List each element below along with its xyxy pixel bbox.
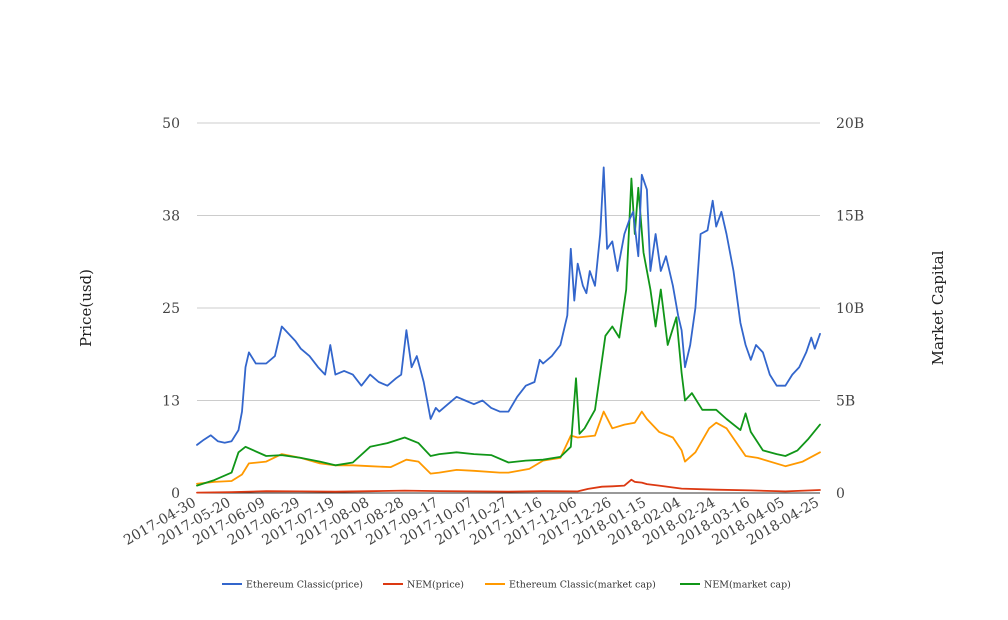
legend-label: NEM(price) [407,580,464,591]
legend-item: Ethereum Classic(price) [222,580,363,591]
right-tick-label: 0 [836,486,845,502]
left-tick-label: 50 [162,116,180,132]
legend-label: Ethereum Classic(price) [246,580,363,591]
legend-item: NEM(market cap) [680,580,791,591]
gridlines [197,122,820,494]
legend-item: NEM(price) [383,580,464,591]
series-line-2 [196,410,821,485]
legend-label: NEM(market cap) [704,580,791,591]
left-tick-label: 13 [162,394,180,410]
legend-label: Ethereum Classic(market cap) [509,580,656,591]
left-tick-label: 38 [162,209,180,225]
series-line-0 [196,166,821,446]
left-tick-label: 0 [171,486,180,502]
series-line-1 [196,478,821,494]
right-tick-label: 5B [836,394,855,410]
right-tick-label: 10B [836,301,864,317]
left-tick-label: 25 [162,301,180,317]
legend-item: Ethereum Classic(market cap) [485,580,656,591]
left-axis-title: Price(usd) [77,269,95,347]
right-axis-title: Market Capital [929,250,947,365]
right-tick-label: 15B [836,209,864,225]
series-lines [196,166,821,494]
right-tick-label: 20B [836,116,864,132]
legend: Ethereum Classic(price) NEM(price) Ethereu… [222,580,791,591]
series-line-3 [196,177,821,487]
